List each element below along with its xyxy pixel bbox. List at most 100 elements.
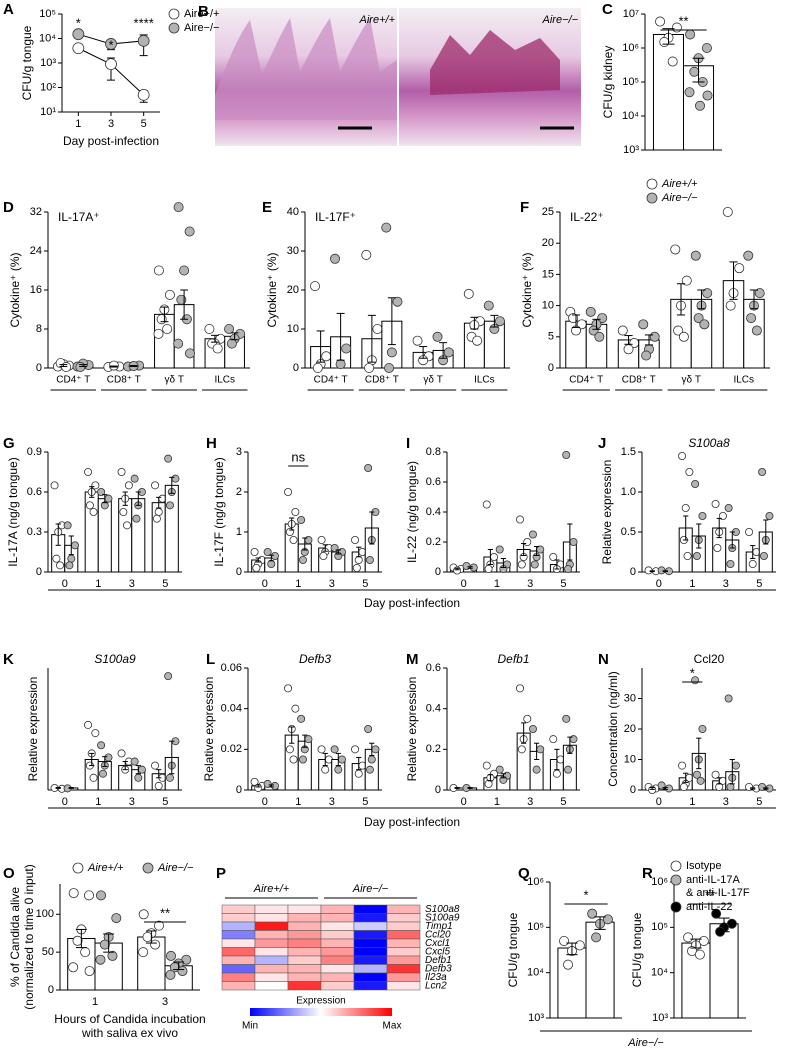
point [330, 745, 339, 754]
histology-epithelium [215, 18, 397, 120]
y-tick-label: 0.06 [221, 662, 242, 674]
legend-label: Aire−/− [184, 22, 219, 34]
point [484, 565, 493, 574]
bar [709, 923, 739, 1019]
point [683, 552, 692, 561]
point [119, 507, 128, 516]
point [354, 556, 363, 565]
point [212, 343, 223, 354]
point [330, 544, 339, 553]
point [84, 966, 95, 977]
y-tick-label: 0 [630, 566, 636, 578]
point [91, 481, 100, 490]
point [137, 765, 146, 774]
y-tick-label: 1.0 [621, 486, 636, 498]
point [89, 773, 98, 782]
point [562, 450, 571, 459]
significance: ** [705, 887, 715, 902]
point [224, 323, 235, 334]
point [365, 556, 374, 565]
point [134, 773, 143, 782]
point [364, 362, 375, 373]
heatmap-cell [287, 921, 322, 931]
point [153, 265, 164, 276]
panel-letter: Q [518, 865, 530, 882]
point [711, 499, 720, 508]
point [681, 503, 690, 512]
point [713, 544, 722, 553]
y-tick-label: 0 [236, 784, 242, 796]
legend-marker [670, 860, 682, 872]
y-tick-label: 8 [36, 323, 42, 335]
point [574, 940, 585, 951]
point [667, 56, 678, 67]
point [63, 521, 72, 530]
x-tick-label: 0 [656, 578, 662, 590]
x-tick-label: CD4⁺ T [569, 375, 603, 386]
point [117, 749, 126, 758]
y-axis-label: Cytokine⁺ (%) [265, 252, 279, 327]
panel-title: IL-22⁺ [570, 210, 604, 224]
significance: **** [134, 15, 154, 30]
heatmap-cell [353, 904, 388, 914]
point [392, 296, 403, 307]
heatmap-cell [320, 972, 355, 982]
x-tick-label: ILCs [474, 375, 495, 386]
legend-label: Aire+/+ [661, 178, 698, 190]
group-label: Aire−/− [627, 1037, 664, 1049]
point [267, 560, 276, 569]
panel-letter: I [406, 435, 410, 452]
y-axis-label: CFU/g tongue [506, 912, 520, 987]
y-tick-label: 50 [42, 946, 54, 958]
x-tick-label: 0 [461, 578, 467, 590]
heatmap-cell [320, 964, 355, 974]
y-axis-label: Cytokine⁺ (%) [520, 252, 534, 327]
point [648, 786, 657, 795]
heatmap-cell [287, 904, 322, 914]
point [765, 512, 774, 521]
x-axis-label: Day post-infection [63, 134, 159, 148]
heatmap-cell [386, 964, 421, 974]
legend-marker [670, 874, 682, 886]
panel-letter: B [198, 3, 209, 20]
point [516, 515, 525, 524]
panel-letter: P [216, 865, 226, 882]
y-tick-label: 0 [36, 362, 42, 374]
row-label: Timp1 [425, 921, 453, 932]
point [153, 920, 164, 931]
point [484, 779, 493, 788]
point [711, 908, 722, 919]
x-tick-label: CD8⁺ T [365, 375, 399, 386]
panel-letter: G [3, 435, 15, 452]
y-axis-label: % of Candida alive [8, 887, 22, 987]
point [254, 783, 263, 792]
point [681, 275, 692, 286]
point [724, 503, 733, 512]
y-tick-label: 10⁶ [527, 876, 544, 888]
point [137, 88, 150, 101]
point [354, 769, 363, 778]
significance: * [108, 37, 113, 52]
point [724, 694, 733, 703]
y-tick-label: 10⁵ [39, 8, 56, 20]
point [250, 777, 259, 786]
point [731, 761, 740, 770]
point [95, 954, 106, 965]
x-tick-label: 0 [62, 796, 68, 808]
point [746, 313, 757, 324]
x-tick-label: 1 [95, 796, 101, 808]
y-tick-label: 10⁷ [623, 8, 639, 20]
point [84, 720, 93, 729]
y-tick-label: 10⁴ [651, 967, 668, 979]
heatmap-cell [287, 947, 322, 957]
heatmap-cell [353, 921, 388, 931]
point [330, 253, 341, 264]
x-tick-label: CD4⁺ T [56, 375, 90, 386]
panel-letter: F [520, 199, 529, 216]
point [132, 514, 141, 523]
heatmap-cell [221, 955, 256, 965]
point [659, 37, 670, 48]
heatmap-cell [320, 930, 355, 940]
point [745, 528, 754, 537]
y-axis-label: (normalized to time 0 input) [22, 864, 36, 1009]
